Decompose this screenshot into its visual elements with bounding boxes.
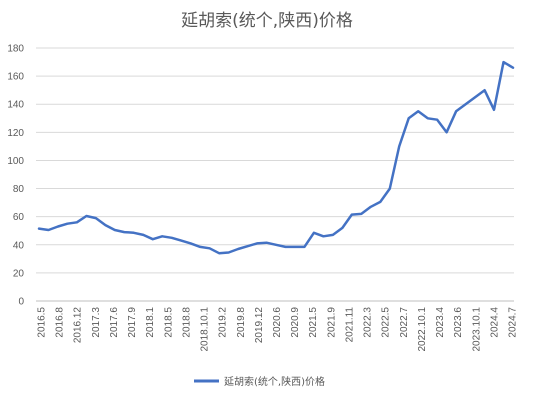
x-tick-label: 2019.12 <box>254 307 265 344</box>
data-point <box>76 221 78 224</box>
x-tick-label: 2017.9 <box>127 307 138 338</box>
x-tick-label: 2022.3 <box>363 307 374 338</box>
data-point <box>370 206 372 208</box>
y-tick-label: 40 <box>13 240 25 251</box>
data-point <box>303 246 306 248</box>
y-tick-label: 140 <box>7 100 24 111</box>
data-point <box>189 242 192 245</box>
data-point <box>341 227 344 229</box>
data-point <box>398 145 401 148</box>
data-point <box>417 110 420 113</box>
x-tick-label: 2022.7 <box>399 307 410 338</box>
x-tick-label: 2018.1 <box>145 307 156 338</box>
data-point <box>455 110 457 113</box>
data-point <box>493 109 495 111</box>
data-point <box>170 237 173 239</box>
data-point <box>379 201 382 203</box>
data-point <box>57 225 59 228</box>
x-tick-label: 2017.3 <box>91 307 102 338</box>
x-axis-ticks: 2016.5 2016.8 2016.12 2017.3 2017.6 2017.9 201… <box>37 307 519 352</box>
x-tick-label: 2021.5 <box>308 307 319 338</box>
data-point <box>389 187 391 190</box>
data-point <box>95 217 97 219</box>
series-layer <box>37 60 515 255</box>
y-tick-label: 80 <box>13 184 25 195</box>
data-point <box>227 251 230 254</box>
data-point <box>483 89 486 91</box>
data-point <box>284 246 287 248</box>
data-point <box>502 61 505 63</box>
data-point <box>445 131 448 134</box>
y-tick-label: 180 <box>7 44 24 55</box>
x-tick-label: 2016.5 <box>37 307 48 338</box>
data-point <box>199 246 201 248</box>
x-tick-label: 2018.8 <box>181 307 192 338</box>
x-tick-label: 2024.7 <box>508 307 519 338</box>
data-point <box>474 96 476 98</box>
y-tick-label: 20 <box>13 268 25 279</box>
x-tick-label: 2021.9 <box>326 307 337 338</box>
data-point <box>332 234 334 236</box>
data-point <box>161 235 163 238</box>
x-tick-label: 2019.8 <box>236 307 247 338</box>
data-point <box>322 235 325 238</box>
data-point <box>246 245 249 247</box>
data-point <box>114 229 116 231</box>
x-tick-label: 2023.6 <box>453 307 464 338</box>
data-point <box>38 227 40 230</box>
y-tick-label: 60 <box>13 212 25 223</box>
data-point <box>256 242 258 245</box>
data-point <box>47 229 50 231</box>
data-point <box>313 232 315 234</box>
y-tick-label: 0 <box>18 297 24 308</box>
data-point <box>208 247 211 250</box>
x-tick-label: 2019.2 <box>218 307 229 338</box>
x-tick-label: 2021.11 <box>345 307 356 343</box>
y-tick-label: 120 <box>7 128 24 139</box>
data-point <box>265 241 268 244</box>
data-point <box>407 117 410 120</box>
x-tick-label: 2018.10.1 <box>200 307 211 352</box>
data-point <box>237 248 239 250</box>
legend: 延胡索(统个,陕西)价格 <box>194 375 325 388</box>
x-tick-label: 2024.4 <box>489 307 500 338</box>
data-point <box>152 238 154 240</box>
data-point <box>275 244 277 246</box>
x-tick-label: 2020.9 <box>290 307 301 338</box>
y-tick-label: 160 <box>7 72 24 83</box>
x-tick-label: 2016.8 <box>55 307 66 338</box>
data-point <box>360 213 363 215</box>
x-tick-label: 2022.10.1 <box>417 307 428 352</box>
x-tick-label: 2018.5 <box>163 307 174 338</box>
data-point <box>133 232 135 234</box>
x-tick-label: 2016.12 <box>73 307 84 344</box>
data-point <box>512 66 514 69</box>
data-point <box>142 234 145 236</box>
data-point <box>104 224 107 226</box>
data-point <box>66 222 69 225</box>
data-point <box>218 252 220 254</box>
data-point <box>426 117 429 120</box>
x-tick-label: 2023.10.1 <box>471 307 482 352</box>
data-point <box>180 239 182 242</box>
data-point <box>464 103 467 105</box>
legend-label: 延胡索(统个,陕西)价格 <box>224 375 325 388</box>
chart-title: 延胡索(统个,陕西)价格 <box>181 11 353 31</box>
x-tick-label: 2023.4 <box>435 307 446 338</box>
x-tick-label: 2020.6 <box>272 307 283 338</box>
data-point <box>351 213 353 216</box>
y-tick-label: 100 <box>7 156 24 167</box>
data-point <box>85 215 88 217</box>
x-tick-label: 2017.6 <box>109 307 120 338</box>
data-point <box>123 231 126 233</box>
y-axis-ticks: 0 20 40 60 80 100 120 140 160 180 <box>7 44 24 308</box>
x-tick-label: 2022.5 <box>381 307 392 338</box>
data-point <box>294 246 296 248</box>
data-point <box>436 118 439 121</box>
